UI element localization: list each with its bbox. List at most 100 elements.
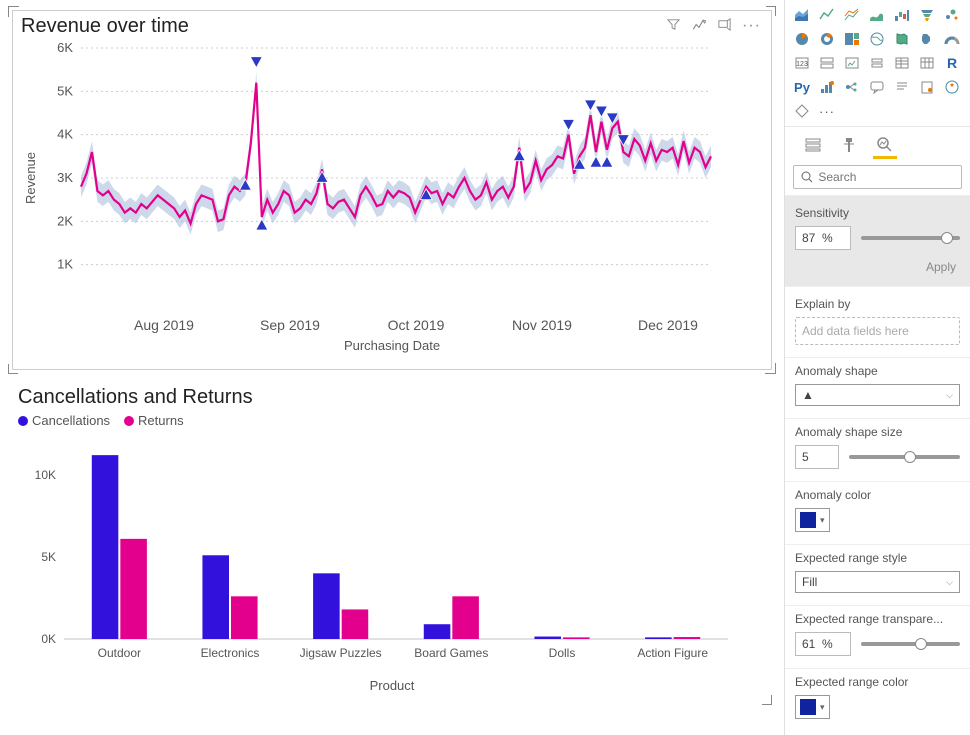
sensitivity-slider[interactable] (861, 236, 960, 240)
bar-chart-visual[interactable]: Cancellations and Returns Cancellations … (12, 384, 772, 701)
expected-range-transparency-section: Expected range transpare... 61 % (785, 605, 970, 668)
legend-item: Cancellations (18, 413, 110, 428)
expected-range-style-section: Expected range style Fill ⌵ (785, 544, 970, 605)
viz-arcgis-icon[interactable] (941, 76, 963, 98)
explain-by-dropzone[interactable]: Add data fields here (795, 317, 960, 345)
viz-powerapps-icon[interactable] (791, 100, 813, 122)
legend-item: Returns (124, 413, 184, 428)
bar-chart-title: Cancellations and Returns (18, 386, 766, 409)
viz-qa-icon[interactable] (866, 76, 888, 98)
focus-mode-icon[interactable] (717, 17, 732, 37)
viz-pie-icon[interactable] (791, 28, 813, 50)
expected-range-color-picker[interactable]: ▾ (795, 695, 830, 719)
anomaly-shape-label: Anomaly shape (795, 364, 960, 378)
anomaly-shape-section: Anomaly shape ▲ ⌵ (785, 357, 970, 418)
viz-funnel-icon[interactable] (916, 4, 938, 26)
anomaly-shape-dropdown[interactable]: ▲ ⌵ (795, 384, 960, 406)
viz-card-icon[interactable]: 123 (791, 52, 813, 74)
fields-tab[interactable] (803, 135, 823, 155)
bar-chart-plot: 0K5K10KOutdoorElectronicsJigsaw PuzzlesB… (18, 438, 766, 678)
expected-range-style-label: Expected range style (795, 551, 960, 565)
viz-r-icon[interactable]: R (941, 52, 963, 74)
apply-button[interactable]: Apply (795, 260, 960, 274)
viz-treemap-icon[interactable] (841, 28, 863, 50)
svg-text:4K: 4K (57, 127, 73, 142)
viz-gauge-icon[interactable] (941, 28, 963, 50)
svg-text:Revenue: Revenue (23, 152, 38, 204)
viz-map-icon[interactable] (866, 28, 888, 50)
svg-text:123: 123 (796, 61, 808, 68)
viz-table-icon[interactable] (891, 52, 913, 74)
svg-text:Dec 2019: Dec 2019 (638, 317, 698, 333)
x-axis-label: Purchasing Date (21, 338, 763, 353)
chart-title: Revenue over time (21, 15, 763, 38)
anomaly-shape-size-label: Anomaly shape size (795, 425, 960, 439)
svg-text:5K: 5K (57, 83, 73, 98)
visualizations-pane: 123 R Py ··· Sensitivity 87 % (784, 0, 970, 735)
viz-shape-map-icon[interactable] (916, 28, 938, 50)
format-tab[interactable] (839, 135, 859, 155)
analyze-icon[interactable] (691, 17, 707, 37)
svg-text:5K: 5K (41, 550, 56, 564)
expected-range-color-section: Expected range color ▾ (785, 668, 970, 731)
svg-text:3K: 3K (57, 170, 73, 185)
viz-kpi-icon[interactable] (841, 52, 863, 74)
viz-python-icon[interactable]: Py (791, 76, 813, 98)
analytics-tab[interactable] (875, 135, 895, 155)
svg-text:Electronics: Electronics (201, 646, 260, 660)
anomaly-size-slider[interactable] (849, 455, 960, 459)
svg-text:0K: 0K (41, 632, 56, 646)
viz-paginated-icon[interactable] (916, 76, 938, 98)
sensitivity-label: Sensitivity (795, 206, 960, 220)
viz-multirow-card-icon[interactable] (816, 52, 838, 74)
viz-donut-icon[interactable] (816, 28, 838, 50)
sensitivity-input[interactable]: 87 % (795, 226, 851, 250)
svg-text:Board Games: Board Games (414, 646, 488, 660)
svg-text:Outdoor: Outdoor (98, 646, 141, 660)
search-box[interactable] (793, 165, 962, 189)
svg-text:Dolls: Dolls (549, 646, 576, 660)
viz-line-stacked-icon[interactable] (841, 4, 863, 26)
expected-range-color-label: Expected range color (795, 675, 960, 689)
anomaly-color-section: Anomaly color ▾ (785, 481, 970, 544)
search-input[interactable] (818, 170, 955, 184)
anomaly-size-input[interactable]: 5 (795, 445, 839, 469)
viz-type-gallery: 123 R Py ··· (785, 0, 970, 127)
sensitivity-section: Sensitivity 87 % Apply (785, 195, 970, 286)
expected-range-transparency-input[interactable]: 61 % (795, 632, 851, 656)
svg-text:2K: 2K (57, 213, 73, 228)
viz-key-influencers-icon[interactable] (816, 76, 838, 98)
viz-slicer-icon[interactable] (866, 52, 888, 74)
revenue-chart-visual[interactable]: Revenue over time ··· 1K2K3K4K5K6KAug 20… (12, 10, 772, 370)
anomaly-shape-size-section: Anomaly shape size 5 (785, 418, 970, 481)
viz-waterfall-icon[interactable] (891, 4, 913, 26)
explain-by-section: Explain by Add data fields here (785, 286, 970, 357)
expected-range-style-dropdown[interactable]: Fill ⌵ (795, 571, 960, 593)
viz-line-icon[interactable] (816, 4, 838, 26)
visual-action-bar: ··· (666, 17, 761, 37)
viz-stacked-area-icon[interactable] (791, 4, 813, 26)
viz-filled-map-icon[interactable] (891, 28, 913, 50)
svg-text:Nov 2019: Nov 2019 (512, 317, 572, 333)
viz-ribbon-icon[interactable] (866, 4, 888, 26)
anomaly-color-label: Anomaly color (795, 488, 960, 502)
viz-get-more-icon[interactable]: ··· (816, 100, 838, 122)
viz-decomposition-icon[interactable] (841, 76, 863, 98)
chevron-down-icon: ⌵ (946, 390, 953, 401)
expected-range-transparency-label: Expected range transpare... (795, 612, 960, 626)
filter-icon[interactable] (666, 17, 681, 37)
svg-text:Oct 2019: Oct 2019 (388, 317, 445, 333)
explain-by-label: Explain by (795, 297, 960, 311)
search-icon (800, 170, 812, 184)
viz-smart-narrative-icon[interactable] (891, 76, 913, 98)
svg-text:6K: 6K (57, 40, 73, 55)
more-options-icon[interactable]: ··· (742, 17, 761, 37)
anomaly-color-picker[interactable]: ▾ (795, 508, 830, 532)
expected-range-transparency-slider[interactable] (861, 642, 960, 646)
line-chart-plot: 1K2K3K4K5K6KAug 2019Sep 2019Oct 2019Nov … (21, 38, 763, 338)
resize-handle[interactable] (762, 695, 772, 705)
svg-text:Action Figure: Action Figure (637, 646, 708, 660)
viz-scatter-icon[interactable] (941, 4, 963, 26)
report-canvas[interactable]: Revenue over time ··· 1K2K3K4K5K6KAug 20… (0, 0, 784, 735)
viz-matrix-icon[interactable] (916, 52, 938, 74)
